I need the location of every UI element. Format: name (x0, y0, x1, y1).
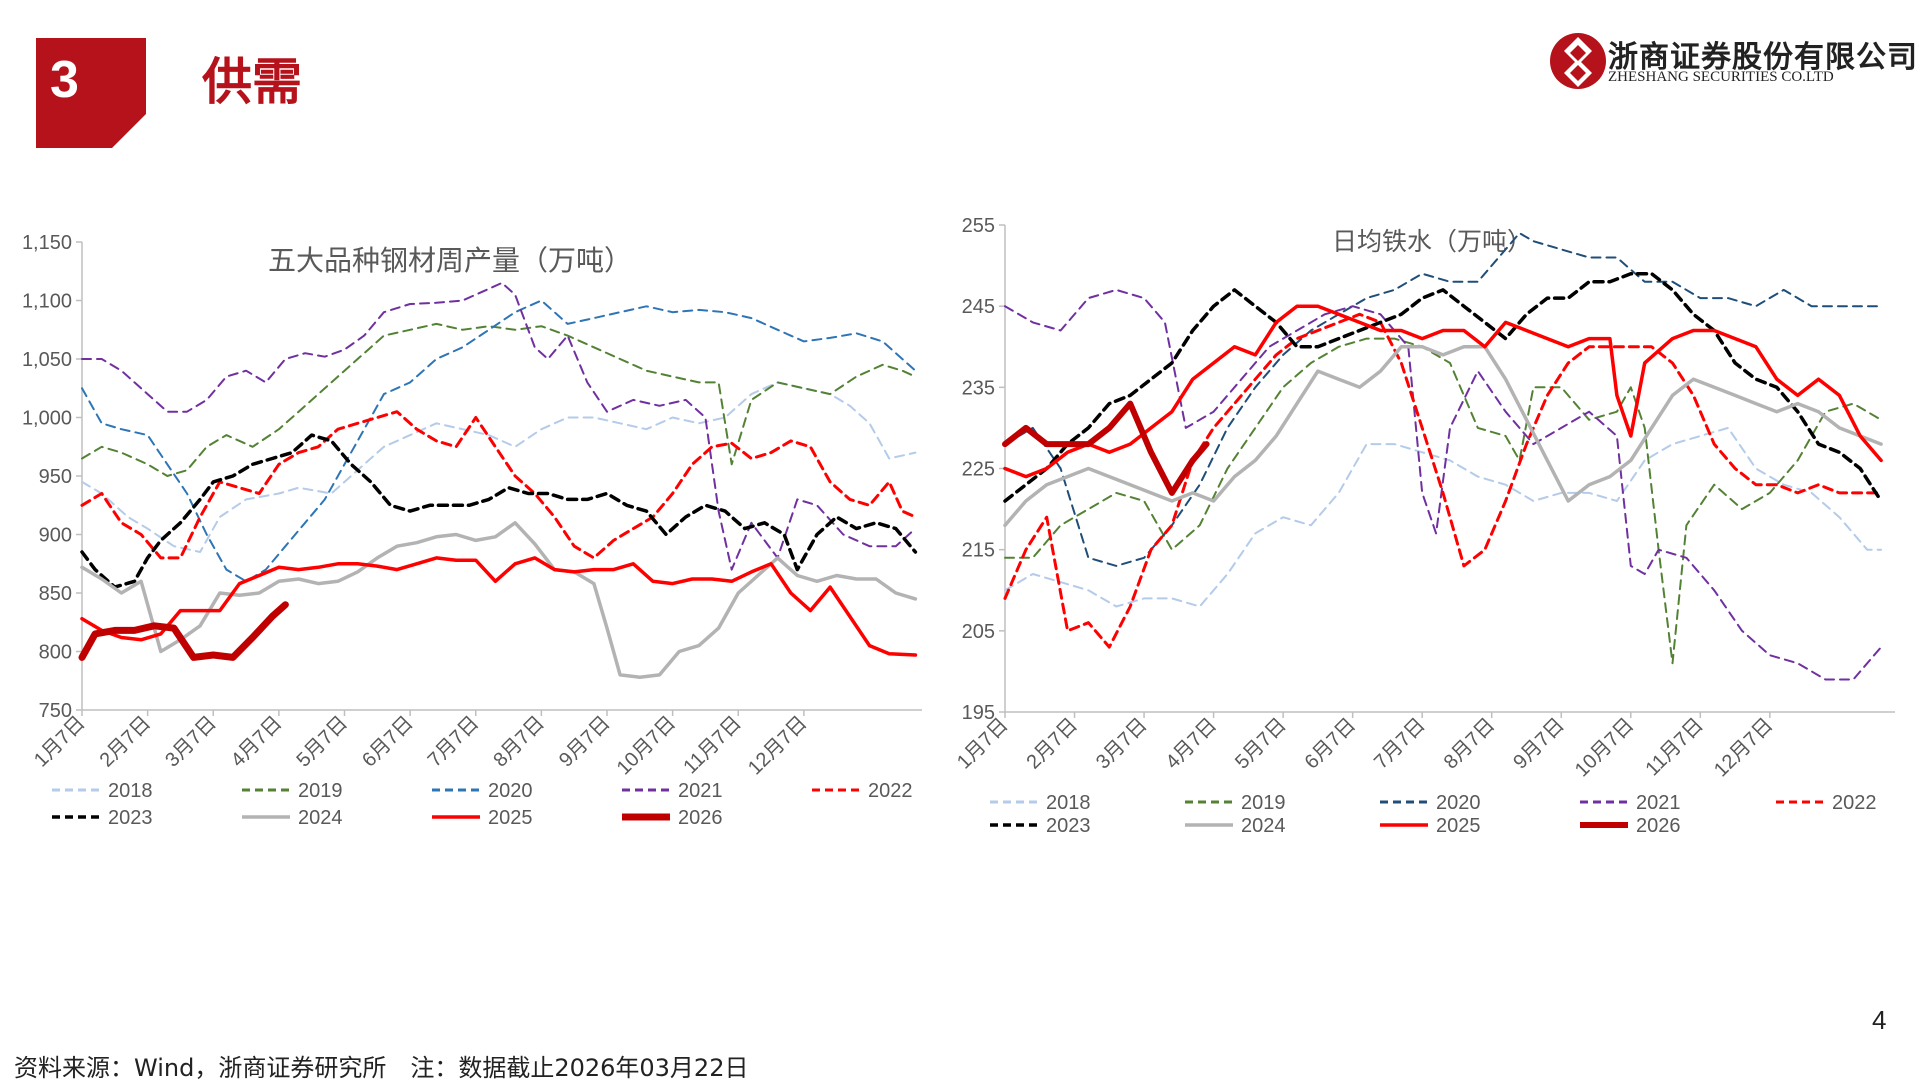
x-tick-label: 7月7日 (1370, 714, 1430, 774)
x-tick-label: 12月7日 (1710, 714, 1777, 781)
legend-label-2022: 2022 (868, 780, 913, 802)
series-line-2019 (1004, 337, 1883, 665)
section-number-block (36, 38, 146, 148)
legend-label-2021: 2021 (678, 780, 723, 802)
x-tick-label: 5月7日 (1231, 714, 1291, 774)
chart-title: 日均铁水（万吨） (1332, 228, 1532, 256)
legend-label-2023: 2023 (108, 807, 153, 829)
series-line-2025 (1003, 304, 1883, 479)
y-tick-label: 900 (39, 525, 72, 547)
y-tick-label: 225 (962, 459, 995, 481)
section-title: 供需 (202, 53, 302, 111)
legend-label-2025: 2025 (488, 807, 533, 829)
legend-label-2022: 2022 (1832, 792, 1877, 814)
series-line-2021 (81, 281, 917, 571)
x-tick-label: 2月7日 (1022, 714, 1082, 774)
legend-label-2026: 2026 (1636, 815, 1681, 837)
y-tick-label: 1,150 (22, 232, 72, 254)
series-line-2023 (80, 433, 918, 589)
series-line-2021 (1004, 288, 1883, 681)
x-tick-label: 7月7日 (424, 712, 484, 772)
x-tick-label: 11月7日 (679, 712, 745, 778)
y-tick-label: 235 (962, 377, 995, 399)
x-tick-label: 4月7日 (1162, 714, 1222, 774)
x-tick-label: 8月7日 (489, 712, 549, 772)
series-line-2026 (1002, 400, 1210, 496)
section-number: 3 (50, 51, 79, 109)
y-tick-label: 1,050 (22, 349, 72, 371)
y-tick-label: 850 (39, 583, 72, 605)
steel-output-chart: 750 800 850 900 950 1,000 1,050 1,100 1,150 1月7日 2… (0, 205, 940, 870)
legend-label-2018: 2018 (108, 780, 153, 802)
x-tick-label: 5月7日 (292, 712, 352, 772)
series-line-2020 (1004, 232, 1883, 567)
legend-label-2026: 2026 (678, 807, 723, 829)
series-line-2024 (80, 521, 918, 679)
series-line-2022 (1003, 312, 1883, 649)
series-line-2019 (81, 322, 917, 477)
legend-label-2020: 2020 (488, 780, 533, 802)
series-line-2025 (80, 556, 918, 657)
y-tick-label: 1,000 (22, 408, 72, 430)
y-tick-label: 1,100 (22, 291, 72, 313)
y-tick-label: 800 (39, 642, 72, 664)
page-number: 4 (1872, 1005, 1887, 1035)
legend-label-2020: 2020 (1436, 792, 1481, 814)
x-tick-label: 3月7日 (161, 712, 221, 772)
chart-title: 五大品种钢材周产量（万吨） (268, 245, 632, 276)
x-tick-label: 4月7日 (227, 712, 287, 772)
legend-label-2023: 2023 (1046, 815, 1091, 837)
y-tick-label: 950 (39, 466, 72, 488)
x-tick-label: 8月7日 (1440, 714, 1500, 774)
legend-label-2025: 2025 (1436, 815, 1481, 837)
y-tick-label: 215 (962, 540, 995, 562)
y-tick-label: 750 (39, 700, 72, 722)
x-tick-label: 6月7日 (358, 712, 418, 772)
company-logo (1548, 30, 1888, 92)
series-line-2022 (80, 410, 917, 560)
y-tick-label: 195 (962, 702, 995, 724)
legend-label-2024: 2024 (1241, 815, 1286, 837)
y-tick-label: 255 (962, 215, 995, 237)
x-tick-label: 9月7日 (555, 712, 615, 772)
x-tick-label: 11月7日 (1641, 714, 1707, 780)
x-tick-label: 10月7日 (613, 712, 680, 779)
y-tick-label: 205 (962, 621, 995, 643)
series-line-2020 (81, 299, 917, 583)
x-tick-label: 12月7日 (744, 712, 811, 779)
series-line-2023 (1003, 271, 1883, 503)
legend-label-2024: 2024 (298, 807, 343, 829)
series-line-2018 (81, 381, 917, 553)
y-tick-label: 245 (962, 296, 995, 318)
series-line-2026 (78, 601, 289, 661)
x-tick-label: 2月7日 (96, 712, 156, 772)
logo-en: ZHESHANG SECURITIES CO.LTD (1608, 69, 1834, 85)
x-tick-label: 10月7日 (1571, 714, 1638, 781)
zheshang-logo-icon (1550, 33, 1606, 89)
series-line-2024 (1003, 345, 1883, 528)
legend-label-2019: 2019 (298, 780, 343, 802)
x-tick-label: 9月7日 (1509, 714, 1569, 774)
legend-label-2019: 2019 (1241, 792, 1286, 814)
hot-metal-chart: 195 205 215 225 235 245 255 1月7日 2月7日 3月7日 4月7日 5月7… (940, 205, 1920, 870)
x-tick-label: 3月7日 (1092, 714, 1152, 774)
legend-label-2021: 2021 (1636, 792, 1681, 814)
logo-cn: 浙商证券股份有限公司 (1608, 40, 1918, 75)
x-tick-label: 6月7日 (1301, 714, 1361, 774)
source-note: 资料来源：Wind，浙商证券研究所 注：数据截止2026年03月22日 (14, 1054, 749, 1082)
legend-label-2018: 2018 (1046, 792, 1091, 814)
series-line-2018 (1004, 426, 1883, 608)
